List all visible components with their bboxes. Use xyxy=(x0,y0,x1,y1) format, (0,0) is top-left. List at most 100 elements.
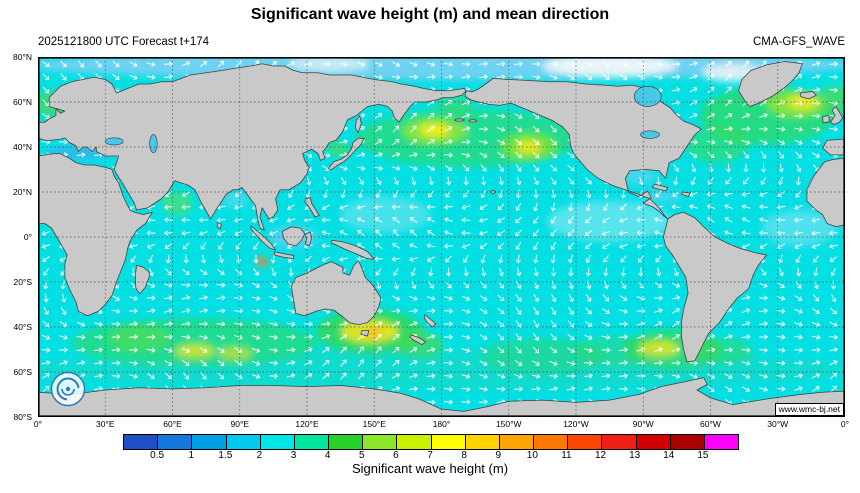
colorbar-tick: 2 xyxy=(256,450,263,461)
lon-label: 150°E xyxy=(362,419,386,429)
colorbar-tick: 8 xyxy=(461,450,467,461)
colorbar-cell xyxy=(363,435,398,449)
lon-label: 150°W xyxy=(495,419,522,429)
map-canvas xyxy=(38,57,845,417)
colorbar-tick: 3 xyxy=(290,450,297,461)
lat-label: 80°N xyxy=(13,51,32,62)
lon-label: 90°W xyxy=(632,419,654,429)
landmass-philippines xyxy=(304,197,320,218)
colorbar-tick: 9 xyxy=(495,450,501,461)
landmass-aleutians xyxy=(454,118,465,122)
lon-label: 90°E xyxy=(230,419,250,429)
landmass-madagascar xyxy=(134,264,150,295)
colorbar-tick: 14 xyxy=(663,450,675,461)
lat-label: 60°N xyxy=(13,96,32,107)
colorbar-cell xyxy=(124,435,159,449)
landmass-sakhalin xyxy=(355,115,362,134)
colorbar xyxy=(123,434,739,450)
colorbar-tick: 5 xyxy=(358,450,365,461)
lat-label: 0° xyxy=(23,231,32,242)
colorbar-cell xyxy=(260,435,295,449)
lat-label: 80°S xyxy=(13,411,32,422)
landmass-sri-lanka xyxy=(216,221,222,230)
latitude-axis: 80°N 60°N 40°N 20°N 0° 20°S 40°S 60°S 80°S xyxy=(0,52,35,422)
landmass-north-america xyxy=(464,77,702,220)
colorbar-tick: 6 xyxy=(393,450,399,461)
landmass-iceland xyxy=(799,91,817,100)
colorbar-ticks: 0.5 1 1.5 2 3 4 5 6 7 8 9 10 11 12 13 14 15 xyxy=(123,450,737,462)
colorbar-tick: 12 xyxy=(594,450,607,461)
lon-label: 30°E xyxy=(95,419,115,429)
colorbar-tick: 11 xyxy=(561,450,572,461)
lon-label: 0° xyxy=(33,419,43,429)
grid-layer xyxy=(38,57,845,417)
lon-label: 180° xyxy=(432,419,451,429)
lon-label: 0° xyxy=(840,419,850,429)
colorbar-cell xyxy=(636,435,671,449)
forecast-time-label: 2025121800 UTC Forecast t+174 xyxy=(38,36,210,48)
colorbar-cell xyxy=(499,435,535,449)
landmass-sulawesi xyxy=(304,232,312,247)
lat-label: 40°S xyxy=(13,321,32,332)
colorbar-cell xyxy=(704,435,739,449)
colorbar-cell xyxy=(431,435,466,449)
colorbar-cell xyxy=(294,435,330,449)
hudson-bay xyxy=(633,85,662,107)
lon-label: 120°E xyxy=(295,419,319,429)
longitude-axis: 0° 30°E 60°E 90°E 120°E 150°E 180° 150°W 120°W 90… xyxy=(34,419,849,431)
landmass-greenland xyxy=(738,61,803,107)
landmass-tasmania xyxy=(360,329,370,337)
colorbar-cell xyxy=(568,435,603,449)
lon-label: 60°E xyxy=(163,419,182,429)
landmass-hispaniola xyxy=(680,191,691,197)
landmass-japan xyxy=(327,137,365,171)
landmass-west-africa-edge xyxy=(806,157,845,228)
black-sea xyxy=(104,137,124,146)
lat-label: 40°N xyxy=(13,141,32,152)
landmass-borneo xyxy=(281,226,306,247)
landmass-africa xyxy=(38,153,153,317)
colorbar-cell xyxy=(602,435,637,449)
landmass-cuba xyxy=(651,183,669,192)
colorbar-tick: 15 xyxy=(697,450,709,461)
landmass-iberia-edge xyxy=(822,138,845,156)
landmass-south-america xyxy=(663,211,767,363)
colorbar-cell xyxy=(670,435,705,449)
colorbar-cell xyxy=(534,435,569,449)
colorbar-tick: 13 xyxy=(629,450,641,461)
colorbar-cell xyxy=(397,435,432,449)
model-name-label: CMA-GFS_WAVE xyxy=(752,36,845,48)
colorbar-cell xyxy=(329,435,364,449)
landmass-new-zealand-south xyxy=(409,334,427,345)
colorbar-tick: 7 xyxy=(427,450,433,461)
colorbar-cell xyxy=(226,435,261,449)
landmass-ireland xyxy=(822,115,830,124)
great-lakes xyxy=(640,130,660,139)
colorbar-cell xyxy=(158,435,193,449)
colorbar-tick: 4 xyxy=(324,450,331,461)
colorbar-tick: 0.5 xyxy=(150,450,165,461)
colorbar-tick: 1 xyxy=(188,450,194,461)
landmass-britain xyxy=(830,106,844,125)
lon-label: 30°W xyxy=(767,419,789,429)
lat-label: 60°S xyxy=(13,366,32,377)
wmc-spiral-logo-icon xyxy=(50,371,86,407)
lat-label: 20°N xyxy=(13,186,32,197)
landmass-aleutians-2 xyxy=(468,119,478,123)
map-panel: www.wmc-bj.net xyxy=(38,57,845,417)
lon-label: 60°W xyxy=(700,419,721,429)
landmass-australia xyxy=(290,260,382,326)
chart-title: Significant wave height (m) and mean dir… xyxy=(250,6,610,23)
map-border xyxy=(38,57,845,417)
colorbar-tick: 1.5 xyxy=(218,450,233,461)
landmass-sumatra xyxy=(250,225,277,251)
lon-label: 120°W xyxy=(563,419,589,429)
colorbar-cell xyxy=(465,435,500,449)
caspian-sea xyxy=(149,134,158,153)
colorbar-cell xyxy=(192,435,227,449)
colorbar-tick: 10 xyxy=(526,450,538,461)
landmass-java xyxy=(274,251,294,259)
landmass-new-zealand-north xyxy=(423,314,437,328)
watermark: www.wmc-bj.net xyxy=(774,403,844,416)
